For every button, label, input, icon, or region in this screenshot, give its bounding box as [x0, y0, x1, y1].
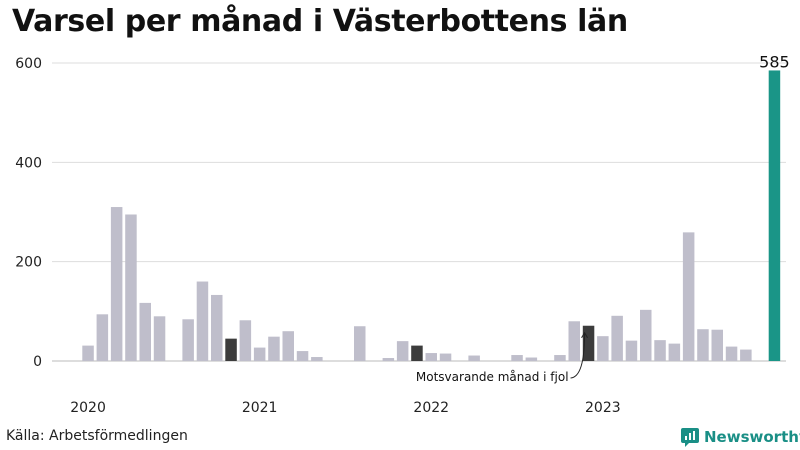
bar: [625, 340, 638, 361]
bar: [425, 353, 437, 361]
bar: [354, 326, 366, 361]
data-labels: 585: [759, 52, 790, 71]
bar: [725, 346, 738, 361]
data-label: 585: [759, 52, 790, 71]
y-axis-ticks: 0 200 400 600: [15, 56, 42, 370]
bar: [110, 207, 123, 361]
annotation-text: Motsvarande månad i fjol: [416, 370, 569, 384]
bar: [640, 309, 652, 361]
bar: [597, 336, 609, 361]
source-note: Källa: Arbetsförmedlingen: [6, 428, 188, 444]
bar: [311, 357, 323, 361]
bar: [239, 320, 252, 361]
bar: [668, 343, 681, 361]
annotation-arrowhead: [581, 331, 588, 338]
bar: [296, 351, 309, 361]
bar: [253, 347, 266, 361]
bar: [439, 353, 452, 361]
bar-chart: 0 200 400 600 2020 2021 2022 2023 585 Motsvara…: [15, 52, 790, 416]
bar: [82, 345, 94, 361]
bar: [153, 316, 166, 361]
bar: [282, 331, 294, 361]
bar: [382, 358, 395, 361]
bar: [96, 314, 109, 361]
bar: [554, 355, 566, 361]
bar: [768, 70, 781, 361]
bar: [211, 294, 223, 361]
bar: [396, 341, 409, 361]
bar: [411, 345, 423, 361]
y-tick-label: 600: [15, 56, 42, 72]
bar: [568, 321, 580, 361]
y-tick-label: 200: [15, 255, 42, 271]
chart-title: Varsel per månad i Västerbottens län: [12, 4, 628, 39]
y-tick-label: 400: [15, 155, 42, 171]
x-tick-label: 2020: [70, 400, 106, 416]
bar: [196, 281, 209, 361]
bar: [268, 336, 280, 361]
bar: [525, 357, 538, 361]
brand-logo[interactable]: Newsworthy: [680, 426, 800, 448]
bar: [125, 214, 137, 361]
bars: [82, 70, 781, 361]
bar: [468, 355, 480, 361]
bar: [697, 329, 709, 361]
bar: [740, 349, 752, 361]
bar: [654, 340, 666, 361]
bar: [611, 315, 623, 361]
bar: [711, 329, 723, 361]
bar: [511, 355, 523, 361]
brand-name: Newsworthy: [704, 428, 800, 446]
x-tick-label: 2021: [242, 400, 278, 416]
bar: [139, 302, 151, 361]
bar: [582, 325, 595, 361]
bar: [182, 319, 194, 361]
x-tick-label: 2022: [413, 400, 449, 416]
annotation-arrow: [570, 333, 586, 379]
annotation: Motsvarande månad i fjol: [416, 331, 588, 384]
bar: [225, 338, 237, 361]
x-tick-label: 2023: [585, 400, 621, 416]
y-tick-label: 0: [33, 354, 42, 370]
newsworthy-logo-icon: [681, 428, 699, 447]
bar: [682, 232, 695, 361]
x-axis-ticks: 2020 2021 2022 2023: [70, 400, 620, 416]
